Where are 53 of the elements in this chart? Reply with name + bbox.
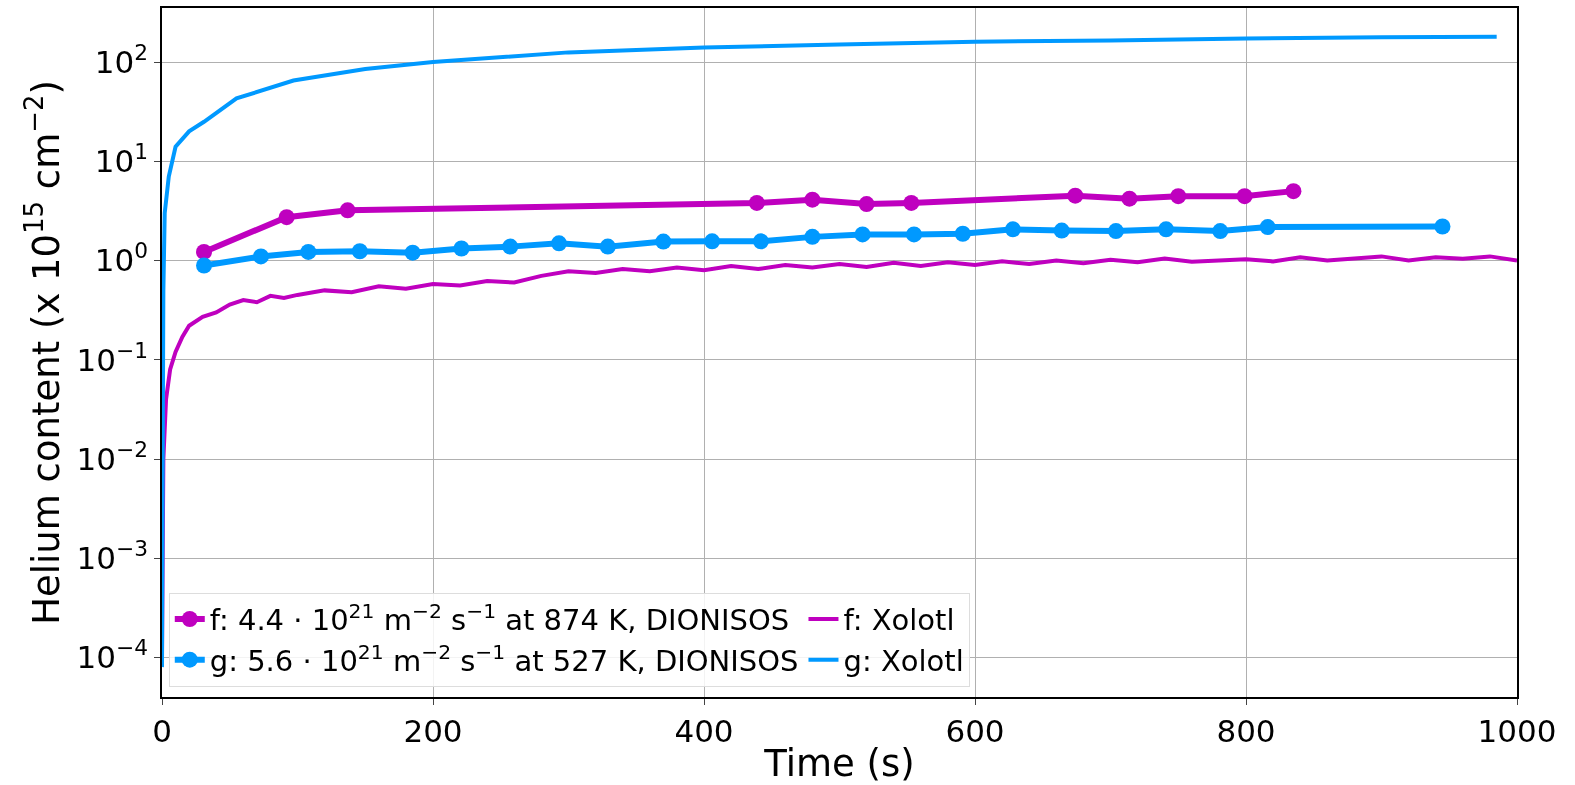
point xyxy=(351,243,368,260)
point xyxy=(655,233,672,250)
x-tick-label: 800 xyxy=(1216,712,1276,749)
point xyxy=(804,191,821,208)
point xyxy=(854,226,871,243)
point xyxy=(1158,221,1175,238)
legend-label: f: Xolotl xyxy=(843,603,955,638)
legend-label: g: 5.6 · 10$^{21}$ m$^{−2}$ s$^{−1}$ at 527 K, DIONISOS xyxy=(209,639,799,679)
point xyxy=(453,240,470,257)
x-tick-label: 200 xyxy=(403,712,463,749)
point xyxy=(278,209,295,226)
point xyxy=(300,243,317,260)
point xyxy=(252,248,269,265)
point xyxy=(196,243,213,260)
legend-label: g: Xolotl xyxy=(843,644,964,679)
point xyxy=(1107,223,1124,240)
point xyxy=(858,196,875,213)
y-tick-label: 10$^{−2}$ xyxy=(76,436,149,477)
point xyxy=(748,194,765,211)
point xyxy=(1053,222,1070,239)
x-axis-title: Time (s) xyxy=(763,742,915,785)
point xyxy=(1121,190,1138,207)
point xyxy=(1170,188,1187,205)
y-tick-label: 10$^{−4}$ xyxy=(76,635,149,676)
point xyxy=(1236,188,1253,205)
point xyxy=(502,238,519,255)
y-tick-label: 10$^{−3}$ xyxy=(76,536,149,577)
point xyxy=(1434,218,1451,235)
point xyxy=(599,238,616,255)
point xyxy=(903,194,920,211)
y-tick-label: 10$^{1}$ xyxy=(94,139,149,180)
point xyxy=(1067,187,1084,204)
point xyxy=(1259,219,1276,236)
point xyxy=(339,202,356,219)
point xyxy=(1212,223,1229,240)
point xyxy=(752,233,769,250)
point xyxy=(1004,221,1021,238)
point xyxy=(804,228,821,245)
point xyxy=(906,226,923,243)
point xyxy=(551,235,568,252)
point xyxy=(1285,183,1302,200)
x-tick-label: 600 xyxy=(945,712,1005,749)
x-tick-label: 0 xyxy=(152,712,172,749)
y-tick-label: 10$^{−1}$ xyxy=(76,337,149,378)
x-tick-label: 400 xyxy=(674,712,734,749)
point xyxy=(196,257,213,274)
y-tick-label: 10$^{0}$ xyxy=(94,238,149,279)
point xyxy=(404,244,421,261)
point xyxy=(954,225,971,242)
x-tick-label: 1000 xyxy=(1477,712,1557,749)
legend-label: f: 4.4 · 10$^{21}$ m$^{−2}$ s$^{−1}$ at 874 K, DIONISOS xyxy=(209,599,790,638)
point xyxy=(704,233,721,250)
y-tick-label: 10$^{2}$ xyxy=(94,39,149,80)
